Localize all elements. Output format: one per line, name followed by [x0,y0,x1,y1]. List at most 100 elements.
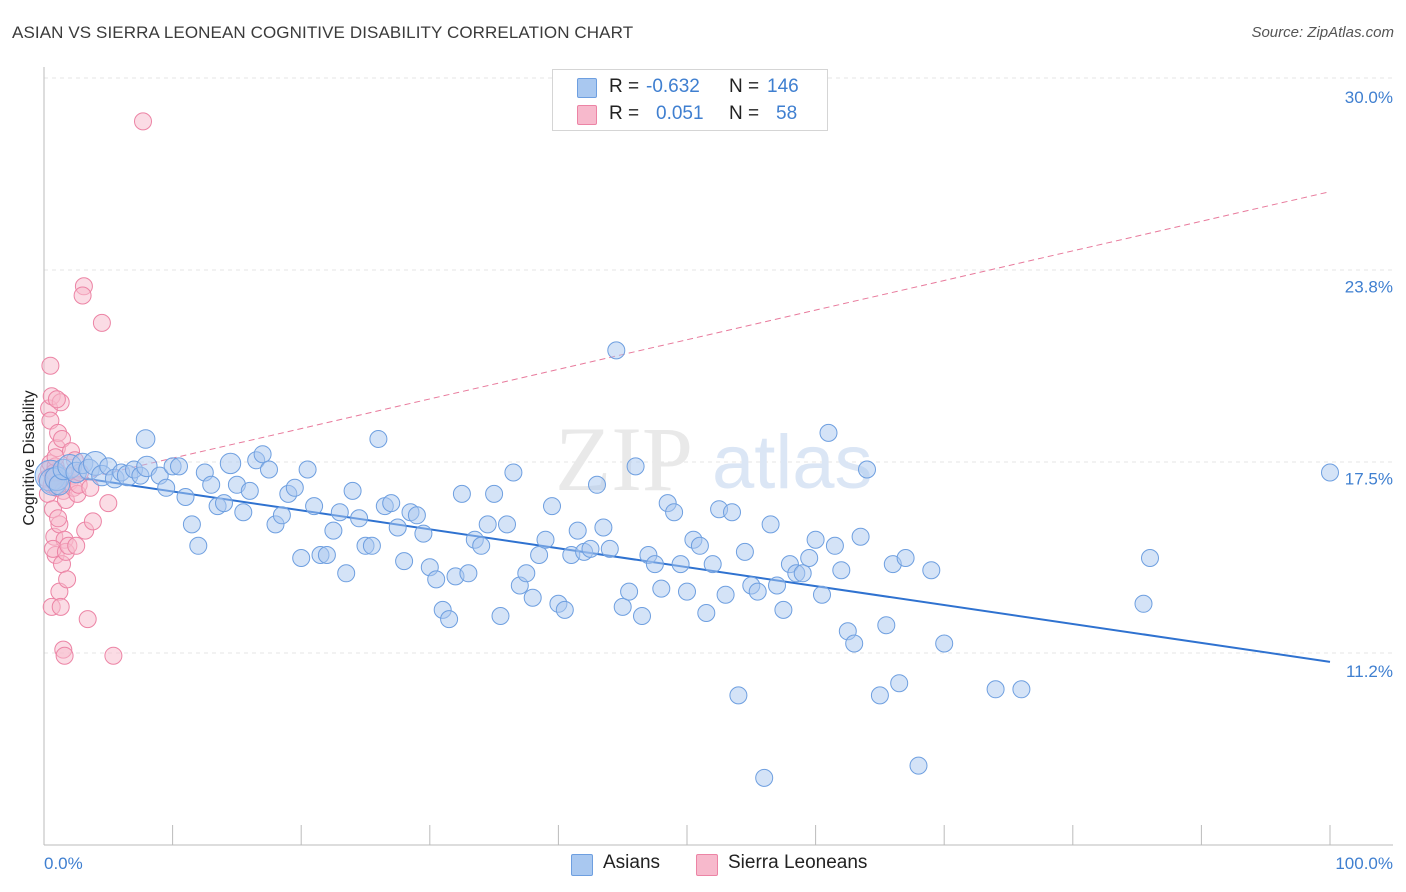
legend-n-label: N = [729,76,760,97]
point-asian [388,518,407,537]
bottom-legend-label-sierra-leoneans: Sierra Leoneans [728,852,868,873]
point-asian [652,579,671,598]
point-asian [678,582,696,601]
point-asian [485,484,504,503]
point-asian [748,582,767,601]
y-tick-label: 11.2% [1346,662,1393,681]
point-sierra-leonean [53,430,71,448]
point-asian [523,588,542,607]
point-asian [723,503,741,522]
point-asian [498,515,516,534]
point-asian [491,607,510,625]
point-sierra-leonean [41,356,60,375]
point-asian [253,445,272,464]
legend-r-label: R = [609,103,640,124]
point-sierra-leonean [51,597,70,616]
point-sierra-leonean [104,646,123,665]
point-asian [343,481,362,500]
point-asian [858,460,876,479]
point-asian [369,430,388,448]
legend-swatch-asians [577,78,597,98]
point-asian [877,616,896,635]
point-sierra-leonean [58,570,77,589]
series-asians [34,341,1339,787]
legend-swatch-sierra-leoneans [577,105,597,125]
point-asian [768,576,786,595]
point-asian [135,429,156,449]
point-asian [292,549,311,567]
point-asian [382,494,401,513]
point-asian [935,634,954,653]
point-asian [703,555,722,574]
point-sierra-leonean [49,509,68,528]
point-asian [530,546,549,564]
point-asian [1321,463,1339,482]
x-tick-label-min: 0.0% [44,854,83,873]
point-asian [793,564,812,583]
point-asian [272,506,291,525]
point-sierra-leonean [134,112,152,131]
point-asian [690,536,709,555]
chart-title: ASIAN VS SIERRA LEONEAN COGNITIVE DISABI… [12,23,634,42]
bottom-legend-label-asians: Asians [603,852,661,873]
point-sierra-leonean [47,390,66,409]
point-asian [536,530,555,549]
point-asian [324,521,343,540]
point-asian [626,457,645,476]
point-asian [832,561,851,580]
point-asian [729,686,748,705]
legend-n-value-sierra-leoneans: 58 [776,103,798,124]
point-asian [317,546,336,564]
point-asian [819,423,838,442]
point-sierra-leonean [73,286,92,305]
point-asian [1134,594,1153,613]
point-asian [851,527,870,546]
bottom-legend-swatch-asians [571,854,593,876]
y-axis-label: Cognitive Disability [21,390,38,525]
point-asian [800,549,819,567]
source-credit: Source: ZipAtlas.com [1251,24,1394,41]
point-asian [986,680,1005,699]
point-asian [452,484,471,503]
point-asian [478,515,497,534]
point-asian [219,452,242,475]
watermark-atlas: atlas [712,420,873,505]
point-asian [189,536,208,555]
point-asian [607,341,626,360]
point-asian [157,478,176,497]
point-asian [581,539,600,558]
legend-r-value-sierra-leoneans: 0.051 [656,103,704,124]
point-asian [697,604,716,622]
point-asian [813,585,831,604]
point-asian [761,515,780,534]
point-asian [600,539,619,558]
point-asian [922,561,941,580]
point-asian [716,585,735,604]
y-tick-labels: 30.0% 23.8% 17.5% 11.2% [1345,88,1393,681]
point-asian [870,686,889,705]
series-sierra-leoneans [37,112,152,665]
point-asian [176,488,195,506]
point-asian [504,463,523,482]
axes [43,67,1393,846]
legend-r-value-asians: -0.632 [646,76,700,97]
point-asian [240,481,259,500]
point-asian [517,564,536,583]
x-tick-label-max: 100.0% [1335,854,1393,873]
point-sierra-leonean [67,536,86,555]
point-asian [459,564,478,583]
point-asian [414,524,433,543]
point-asian [395,552,414,571]
point-asian [613,597,632,616]
legend-n-label: N = [729,103,760,124]
point-sierra-leonean [99,494,118,513]
correlation-legend: R = -0.632 N = 146 R = 0.051 N = 58 [552,69,828,131]
point-asian [896,549,915,567]
point-asian [362,536,381,555]
point-asian [170,457,188,476]
point-asian [806,530,825,549]
y-tick-label: 17.5% [1345,470,1393,489]
point-asian [645,555,664,574]
point-asian [407,506,426,525]
